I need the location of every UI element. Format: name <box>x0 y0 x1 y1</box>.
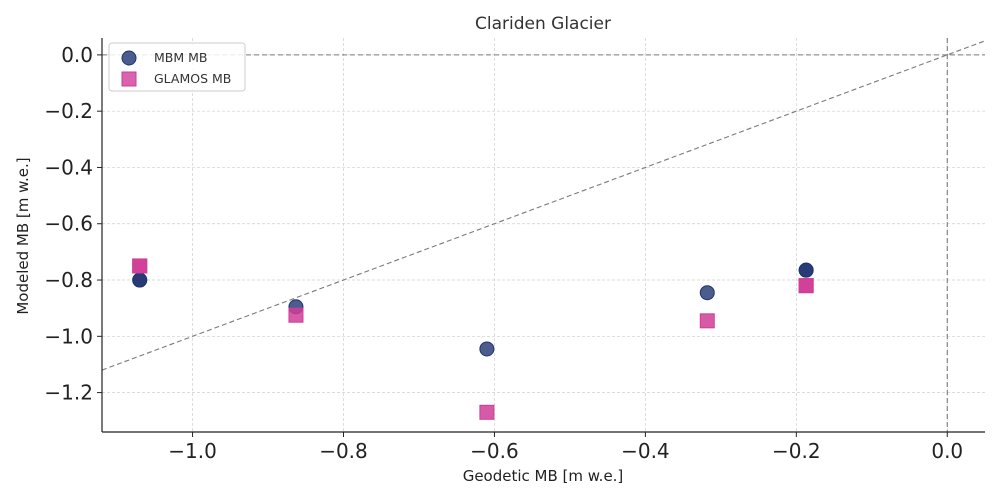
point-glamos-mb <box>479 404 495 420</box>
x-axis-label: Geodetic MB [m w.e.] <box>463 467 624 485</box>
reference-lines <box>101 38 986 432</box>
point-glamos-mb <box>132 258 148 274</box>
grid <box>102 38 985 432</box>
legend-box <box>108 42 246 92</box>
legend-label-mbm: MBM MB <box>154 50 207 65</box>
y-tick-label: −0.6 <box>44 212 93 236</box>
point-mbm-mb <box>479 341 495 357</box>
x-tick-label: −1.0 <box>168 439 217 463</box>
point-glamos-mb <box>288 307 304 323</box>
x-tick-label: −0.4 <box>621 439 670 463</box>
point-mbm-mb <box>798 262 814 278</box>
chart-title: Clariden Glacier <box>475 14 611 34</box>
x-tick-label: 0.0 <box>931 439 963 463</box>
x-tick-label: −0.6 <box>470 439 519 463</box>
x-tick-label: −0.8 <box>319 439 368 463</box>
legend-label-glamos: GLAMOS MB <box>154 71 231 86</box>
y-tick-label: −0.4 <box>44 155 93 179</box>
data-points <box>132 258 814 420</box>
legend-marker-mbm <box>121 50 137 66</box>
y-tick-label: −0.8 <box>44 268 93 292</box>
y-axis-label: Modeled MB [m w.e.] <box>14 157 32 314</box>
axes <box>101 38 985 433</box>
point-glamos-mb <box>699 313 715 329</box>
y-tick-label: −1.2 <box>44 381 93 405</box>
legend-marker-glamos <box>121 71 137 87</box>
y-tick-label: −1.0 <box>44 324 93 348</box>
point-mbm-mb <box>699 285 715 301</box>
y-tick-label: −0.2 <box>44 99 93 123</box>
legend: MBM MB GLAMOS MB <box>108 42 246 92</box>
y-tick-label: 0.0 <box>61 43 93 67</box>
ticks: −1.0 −0.8 −0.6 −0.4 −0.2 0.0 0.0 −0.2 −0.4 −0.6 −0… <box>44 43 963 463</box>
point-glamos-mb <box>798 278 814 294</box>
point-mbm-mb <box>132 272 148 288</box>
x-tick-label: −0.2 <box>772 439 821 463</box>
one-to-one-line <box>101 40 986 371</box>
